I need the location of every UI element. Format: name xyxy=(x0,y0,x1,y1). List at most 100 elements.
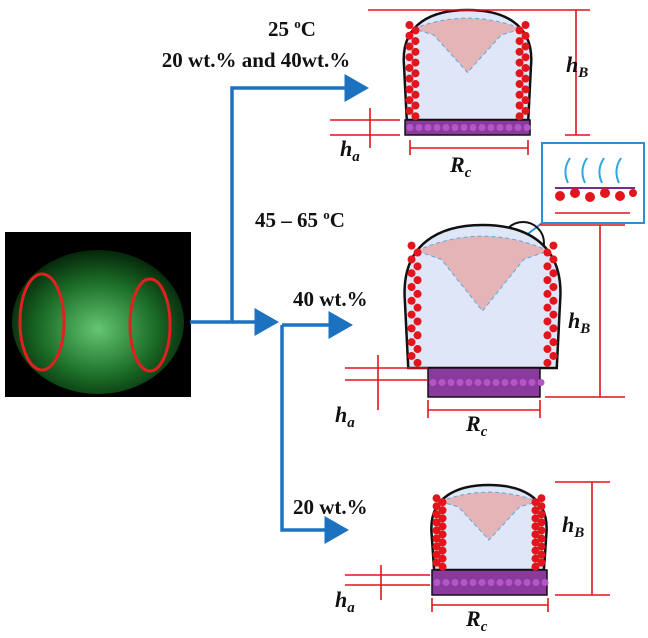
particle xyxy=(411,80,419,88)
particle xyxy=(411,37,419,45)
particle xyxy=(411,48,419,56)
dimension-label: hB xyxy=(566,52,588,81)
particle xyxy=(411,91,419,99)
particle xyxy=(411,59,419,67)
particle xyxy=(405,21,413,29)
particle xyxy=(414,345,422,353)
particle xyxy=(408,255,416,263)
particle xyxy=(516,37,524,45)
particle xyxy=(411,69,419,77)
particle xyxy=(408,338,416,346)
particle xyxy=(439,563,447,571)
particle xyxy=(516,48,524,56)
particle xyxy=(522,64,530,72)
particle xyxy=(515,124,522,131)
particle xyxy=(405,107,413,115)
particle xyxy=(408,311,416,319)
droplet xyxy=(404,10,532,135)
particle xyxy=(407,124,414,131)
particle xyxy=(411,26,419,34)
particle xyxy=(414,262,422,270)
droplet xyxy=(405,225,561,397)
particle xyxy=(515,579,522,586)
particle xyxy=(543,345,551,353)
particle xyxy=(416,124,423,131)
particle xyxy=(524,579,531,586)
particle xyxy=(405,32,413,40)
particle xyxy=(543,359,551,367)
particle xyxy=(443,579,450,586)
condition-label: 20 wt.% and 40wt.% xyxy=(162,48,350,72)
particle xyxy=(549,311,557,319)
particle xyxy=(434,124,441,131)
particle xyxy=(461,579,468,586)
particle xyxy=(405,96,413,104)
particle xyxy=(538,379,545,386)
particle xyxy=(531,563,539,571)
particle xyxy=(516,91,524,99)
particle xyxy=(502,379,509,386)
dimension-label: hB xyxy=(562,512,584,541)
condition-label: 25 oC xyxy=(268,16,316,41)
particle xyxy=(516,80,524,88)
diagram: 25 oC 20 wt.% and 40wt.% 45 – 65 oC 40 w… xyxy=(0,0,648,638)
dimension-label: Rc xyxy=(449,152,472,181)
dimension-label: Rc xyxy=(465,411,488,440)
dimension-label: hB xyxy=(568,308,590,337)
particle xyxy=(516,26,524,34)
particle xyxy=(408,297,416,305)
particle xyxy=(457,379,464,386)
dimension-label: Rc xyxy=(465,606,488,635)
particle xyxy=(452,579,459,586)
particle xyxy=(408,242,416,250)
particle xyxy=(414,331,422,339)
particle xyxy=(470,124,477,131)
particle xyxy=(452,124,459,131)
particle xyxy=(516,69,524,77)
particle xyxy=(411,102,419,110)
particle xyxy=(493,379,500,386)
particle xyxy=(511,379,518,386)
particle xyxy=(405,53,413,61)
dimension-label: ha xyxy=(335,402,355,431)
particle xyxy=(425,124,432,131)
particle xyxy=(414,304,422,312)
particle xyxy=(470,579,477,586)
particle xyxy=(549,283,557,291)
particle xyxy=(549,352,557,360)
particle xyxy=(516,112,524,120)
particle xyxy=(522,107,530,115)
particle xyxy=(475,379,482,386)
particle xyxy=(543,290,551,298)
condition-label: 40 wt.% xyxy=(293,287,368,311)
particle xyxy=(522,75,530,83)
particle xyxy=(543,317,551,325)
particle xyxy=(549,269,557,277)
particle xyxy=(448,379,455,386)
particle xyxy=(549,297,557,305)
particle xyxy=(549,324,557,332)
particle xyxy=(411,112,419,120)
particle xyxy=(443,124,450,131)
particle xyxy=(506,579,513,586)
particle xyxy=(439,379,446,386)
particle xyxy=(479,124,486,131)
particle xyxy=(522,42,530,50)
particle xyxy=(543,262,551,270)
particle xyxy=(405,64,413,72)
particle xyxy=(414,359,422,367)
particle xyxy=(522,21,530,29)
particle xyxy=(408,283,416,291)
particle xyxy=(466,379,473,386)
particle xyxy=(414,249,422,257)
particle xyxy=(408,352,416,360)
particle xyxy=(497,579,504,586)
particle xyxy=(430,379,437,386)
particle xyxy=(522,32,530,40)
dimension-label: ha xyxy=(340,136,360,165)
particle xyxy=(488,579,495,586)
particle xyxy=(516,102,524,110)
particle xyxy=(549,242,557,250)
particle xyxy=(506,124,513,131)
particle xyxy=(405,75,413,83)
